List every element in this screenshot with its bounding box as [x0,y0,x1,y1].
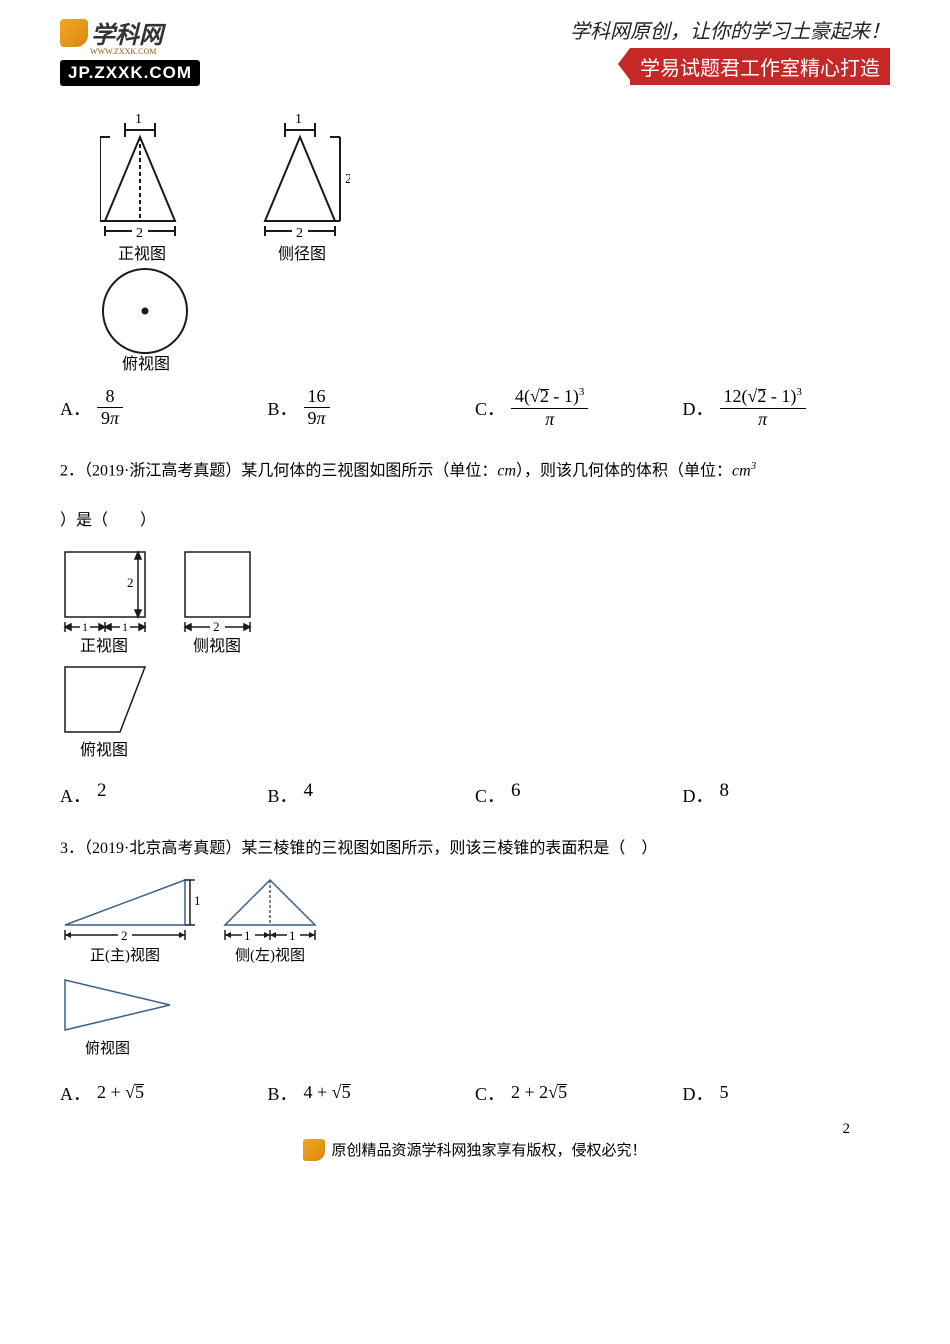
page-footer: 原创精品资源学科网独家享有版权，侵权必究！ 2 [60,1131,890,1169]
opt-value: 5 [720,1082,729,1103]
q3-figure: 1 2 1 1 正(主)视图 侧(左)视图 俯视图 [60,875,890,1065]
q1-dim-label: 2 [136,226,143,241]
logo-url: WWW.ZXXK.COM [90,47,200,56]
opt-label: B． [268,1080,298,1106]
q1-dim-label: 1 [295,112,302,127]
dim-label: 1 [82,620,88,634]
opt-value: 4 + √5 [304,1082,351,1103]
q2-figure: 1 1 2 2 正视图 侧视图 俯视图 [60,547,890,767]
q3-top-label: 俯视图 [85,1040,130,1057]
dim-label: 2 [213,619,220,634]
q1-options: A． 8 9π B． 16 9π C． 4(√2 - 1)3 π [60,386,890,430]
dim-label: 1 [194,893,201,908]
fraction: 16 9π [304,387,330,430]
opt-label: C． [475,1080,505,1106]
q1-front-label: 正视图 [118,245,166,263]
opt-label: A． [60,782,91,808]
footer-logo-icon [303,1139,325,1161]
dim-label: 1 [122,620,128,634]
q2-top-label: 俯视图 [80,741,128,759]
opt-value: 2 + 2√5 [511,1082,567,1103]
q-number: 2． [60,462,84,479]
slogan-text: 学科网原创，让你的学习土豪起来！ [570,15,890,44]
q2-front-label: 正视图 [80,637,128,655]
opt-value: 2 + √5 [97,1082,144,1103]
opt-value: 6 [511,780,521,802]
logo-top: 学科网 [60,15,200,50]
opt-label: D． [683,1080,714,1106]
opt-label: A． [60,1080,91,1106]
fraction: 12(√2 - 1)3 π [720,386,806,430]
q1-option-c: C． 4(√2 - 1)3 π [475,386,683,430]
q2-side-label: 侧视图 [193,637,241,655]
q1-option-a: A． 8 9π [60,386,268,430]
opt-label: D． [683,395,714,421]
q1-top-label: 俯视图 [122,355,170,371]
q3-option-a: A． 2 + √5 [60,1080,268,1106]
red-banner: 学易试题君工作室精心打造 [630,48,890,85]
q1-dim-label: 2 [345,172,350,187]
dim-label: 1 [289,928,296,943]
dim-label: 1 [244,928,251,943]
q3-svg: 1 2 1 1 正(主)视图 侧(左)视图 俯视图 [60,875,340,1065]
q3-option-c: C． 2 + 2√5 [475,1080,683,1106]
opt-value: 2 [97,780,107,802]
q1-side-label: 侧径图 [278,245,326,263]
logo-text: 学科网 [91,15,163,50]
q2-options: A． 2 B． 4 C． 6 D． 8 [60,782,890,808]
opt-label: D． [683,782,714,808]
q2-option-c: C． 6 [475,782,683,808]
q1-dim-label: 2 [296,226,303,241]
q2-option-a: A． 2 [60,782,268,808]
q-number: 3． [60,840,84,857]
q3-options: A． 2 + √5 B． 4 + √5 C． 2 + 2√5 D． 5 [60,1080,890,1106]
page-root: 学科网 WWW.ZXXK.COM JP.ZXXK.COM 学科网原创，让你的学习… [0,0,950,1189]
footer-text: 原创精品资源学科网独家享有版权，侵权必究！ [331,1139,646,1160]
q2-text-tail: ）是（ ） [60,505,890,537]
header-right: 学科网原创，让你的学习土豪起来！ 学易试题君工作室精心打造 [570,15,890,85]
q2-option-d: D． 8 [683,782,891,808]
q2-option-b: B． 4 [268,782,476,808]
q3-option-d: D． 5 [683,1080,891,1106]
dim-label: 2 [121,928,128,943]
q3-option-b: B． 4 + √5 [268,1080,476,1106]
opt-value: 4 [304,780,314,802]
fraction: 8 9π [97,387,123,430]
opt-value: 8 [720,780,730,802]
q3-side-label: 侧(左)视图 [235,947,305,964]
content-area: 1 1 2 2 2 2 正视图 侧径图 俯视图 A． 8 9π B． [60,111,890,1106]
opt-label: B． [268,782,298,808]
q1-option-d: D． 12(√2 - 1)3 π [683,386,891,430]
fraction: 4(√2 - 1)3 π [511,386,588,430]
q1-svg: 1 1 2 2 2 2 正视图 侧径图 俯视图 [100,111,350,371]
logo-banner: JP.ZXXK.COM [60,60,200,86]
q1-option-b: B． 16 9π [268,386,476,430]
q3-front-label: 正(主)视图 [90,947,160,964]
page-header: 学科网 WWW.ZXXK.COM JP.ZXXK.COM 学科网原创，让你的学习… [60,15,890,86]
dim-label: 2 [127,575,134,590]
page-number: 2 [843,1121,851,1138]
logo-icon [60,19,88,47]
q2-svg: 1 1 2 2 正视图 侧视图 俯视图 [60,547,290,767]
q1-figure: 1 1 2 2 2 2 正视图 侧径图 俯视图 [100,111,890,371]
q3-text: 3．（2019·北京高考真题）某三棱锥的三视图如图所示，则该三棱锥的表面积是（ … [60,833,890,865]
opt-label: A． [60,395,91,421]
opt-label: B． [268,395,298,421]
opt-label: C． [475,395,505,421]
logo-block: 学科网 WWW.ZXXK.COM JP.ZXXK.COM [60,15,200,86]
opt-label: C． [475,782,505,808]
q1-dim-label: 1 [135,112,142,127]
q2-text: 2．（2019·浙江高考真题）某几何体的三视图如图所示（单位：cm），则该几何体… [60,455,890,487]
